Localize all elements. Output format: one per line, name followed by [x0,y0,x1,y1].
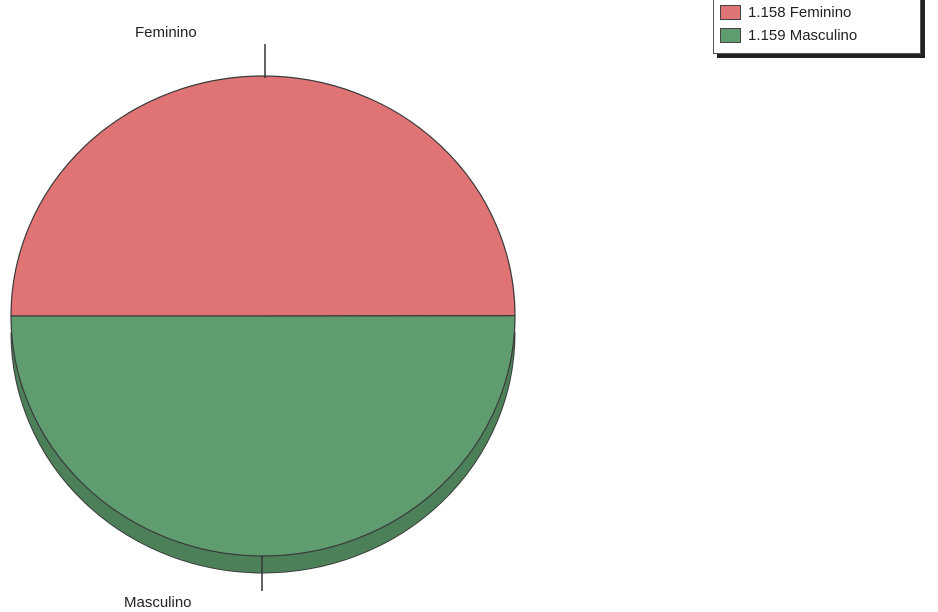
legend-item-masculino: 1.159 Masculino [720,24,920,47]
legend-item-feminino: 1.158 Feminino [720,1,920,24]
slice-label-feminino: Feminino [135,24,197,41]
pie-slice-feminino [10,75,516,317]
chart-legend: 1.158 Feminino 1.159 Masculino [713,0,921,54]
legend-label-feminino: 1.158 Feminino [748,4,852,21]
pie-slice-masculino [10,315,516,557]
legend-swatch-feminino [720,5,741,20]
legend-label-masculino: 1.159 Masculino [748,27,858,44]
legend-swatch-masculino [720,28,741,43]
pie-slices-layer [10,75,516,557]
slice-label-masculino: Masculino [124,594,192,611]
